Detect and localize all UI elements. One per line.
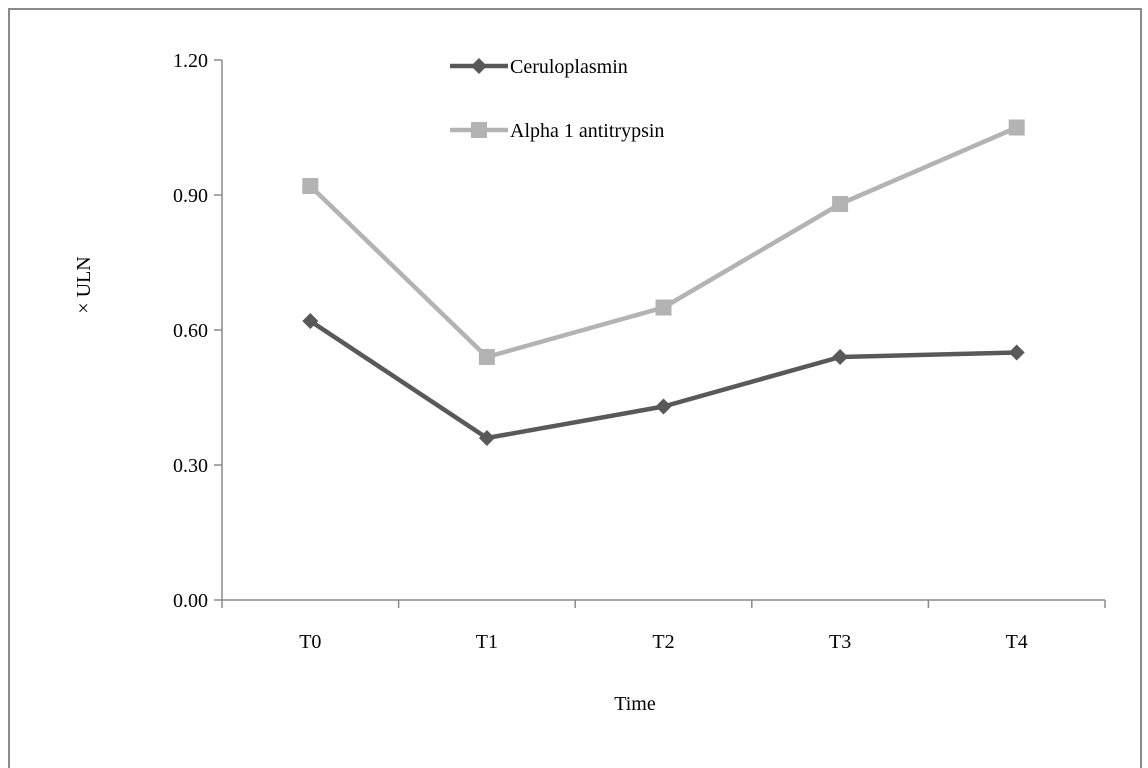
data-point [1008, 344, 1025, 361]
x-ticks: T0 T1 T2 T3 T4 [221, 600, 1106, 653]
data-point [302, 178, 319, 194]
data-point [832, 196, 849, 212]
series-0 [302, 313, 1025, 446]
legend-swatch-marker [471, 122, 487, 138]
data-point [478, 430, 495, 446]
data-point [655, 299, 672, 316]
x-tick-label: T4 [1006, 631, 1028, 653]
data-point [832, 349, 849, 365]
data-point [1008, 119, 1025, 136]
y-tick-label: 0.60 [173, 320, 208, 342]
data-point [655, 398, 672, 415]
chart-frame [8, 8, 1142, 768]
y-tick-label: 1.20 [173, 50, 208, 72]
x-tick-label: T0 [299, 631, 321, 653]
legend-item: Ceruloplasmin [450, 56, 628, 78]
series-layer [302, 119, 1025, 446]
y-axis-label: × ULN [73, 256, 95, 313]
legend-label: Ceruloplasmin [510, 56, 628, 78]
legend: Ceruloplasmin Alpha 1 antitrypsin [450, 56, 664, 142]
y-ticks: 0.00 0.30 0.60 0.90 1.20 [173, 50, 222, 612]
series-line [309, 319, 1017, 441]
legend-label: Alpha 1 antitrypsin [510, 120, 664, 142]
series-line [308, 125, 1018, 360]
data-point [478, 349, 495, 365]
data-point [302, 313, 319, 329]
x-axis-label: Time [614, 693, 656, 715]
y-tick-label: 0.30 [173, 455, 208, 477]
x-tick-label: T2 [652, 631, 674, 653]
legend-item: Alpha 1 antitrypsin [450, 120, 664, 142]
x-tick-label: T3 [829, 631, 851, 653]
y-tick-label: 0.90 [173, 185, 208, 207]
x-tick-label: T1 [476, 631, 498, 653]
legend-swatch-marker [471, 58, 487, 74]
series-1 [302, 119, 1025, 365]
y-tick-label: 0.00 [173, 590, 208, 612]
